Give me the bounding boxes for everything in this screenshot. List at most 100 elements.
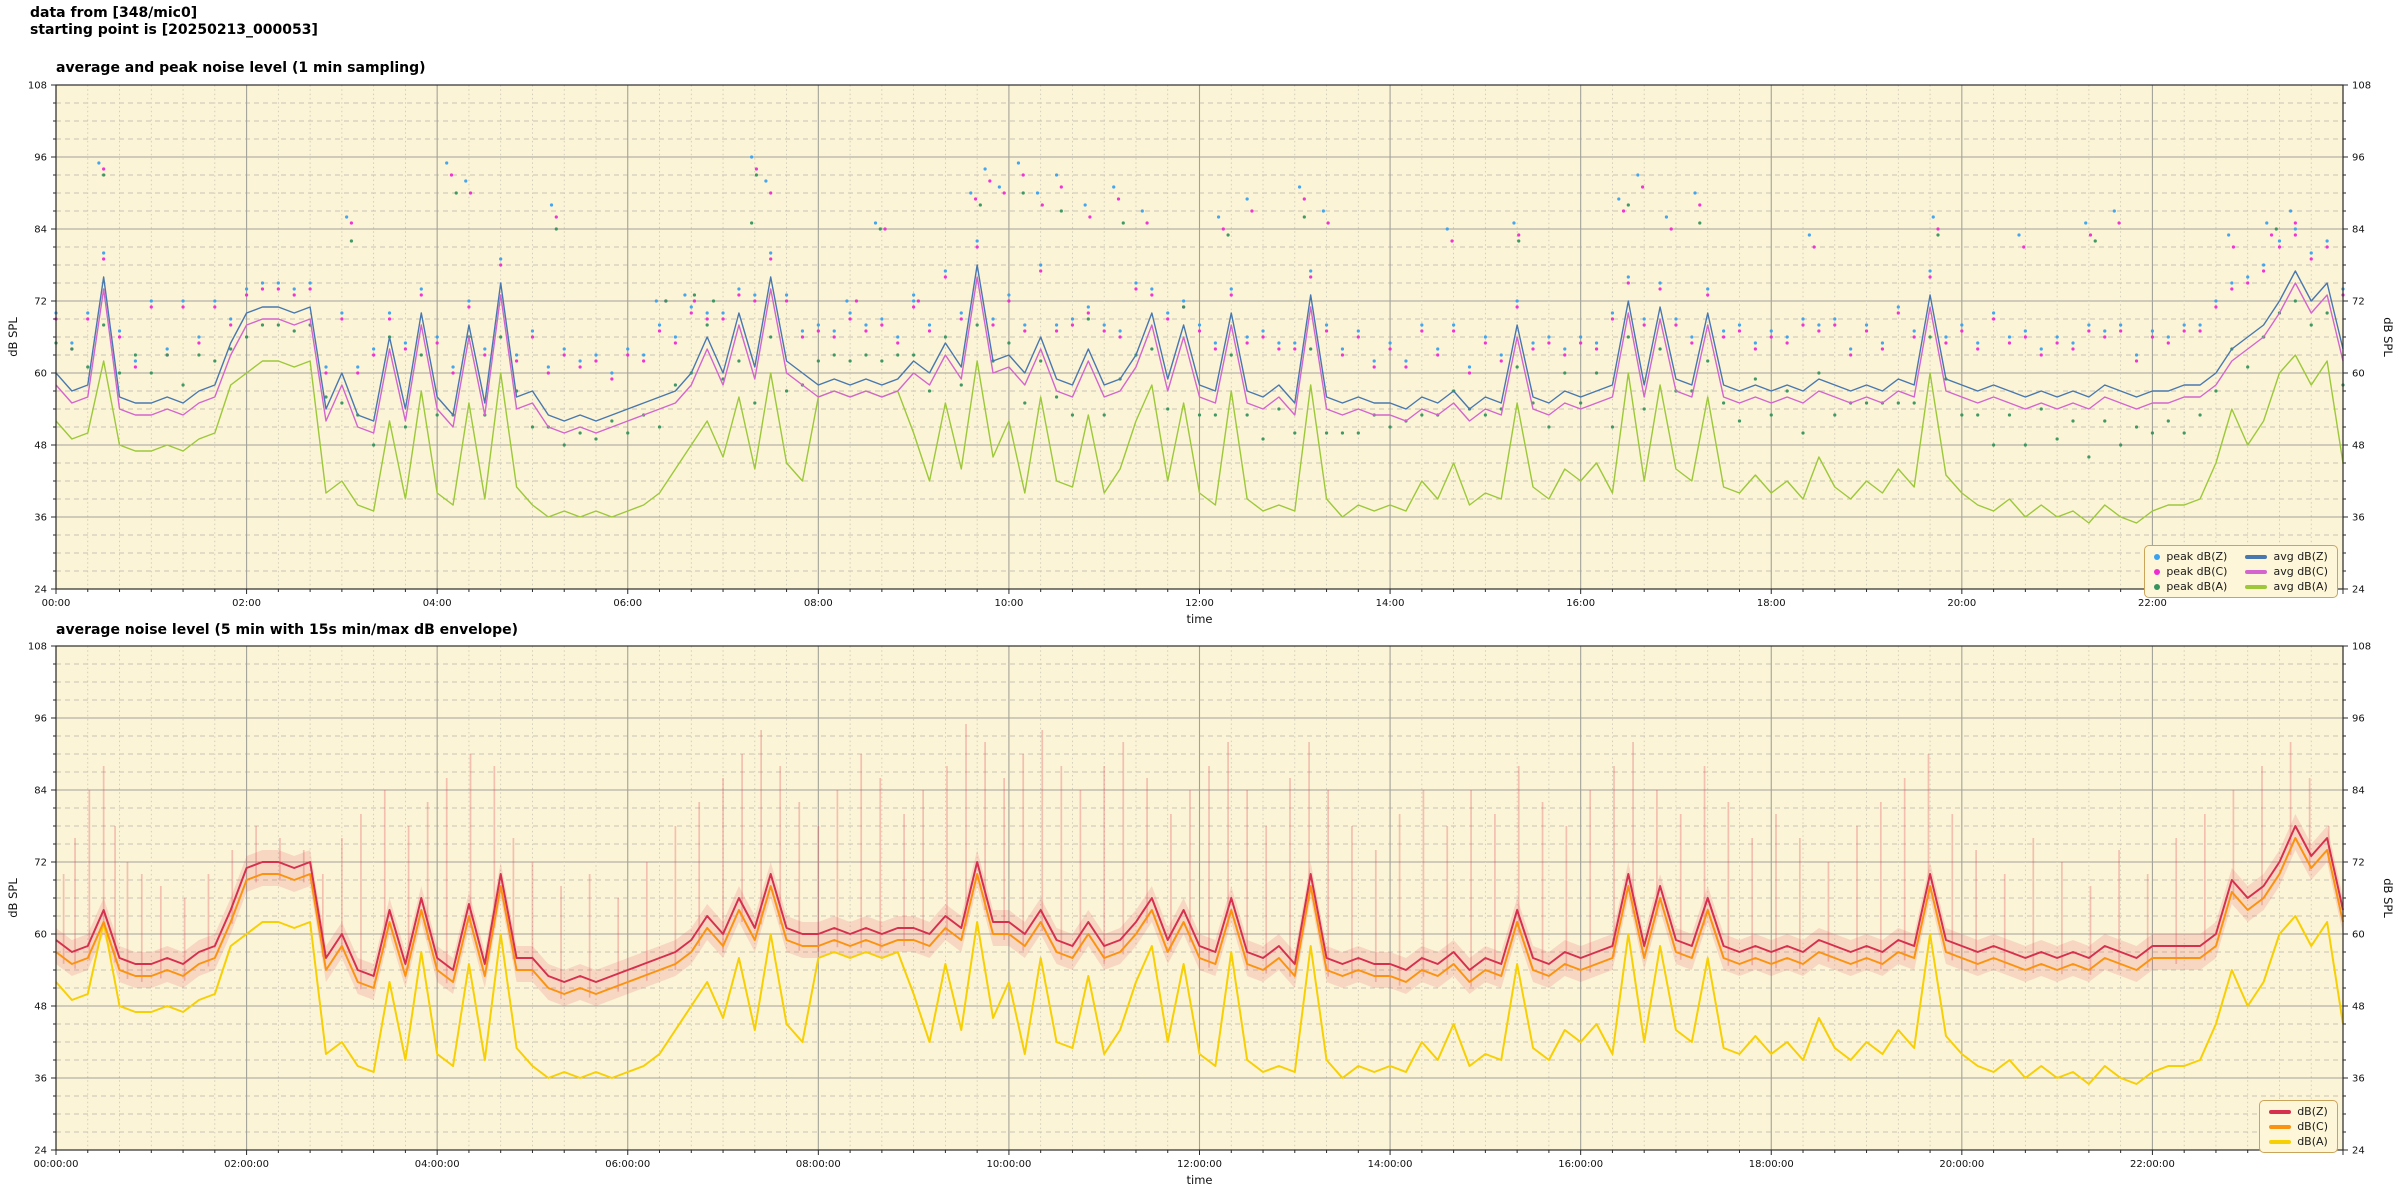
y-axis-label: dB SPL (6, 317, 20, 357)
scatter-point (880, 317, 884, 321)
legend-entry: dB(C) (2269, 1120, 2328, 1133)
scatter-point (1976, 341, 1980, 345)
scatter-point (594, 359, 598, 363)
scatter-point (1040, 203, 1044, 207)
scatter-point (1547, 335, 1551, 339)
scatter-point (642, 359, 646, 363)
scatter-point (1226, 233, 1230, 237)
scatter-point (1594, 371, 1599, 375)
scatter-point (2055, 341, 2059, 345)
scatter-point (1324, 431, 1329, 435)
scatter-point (1002, 191, 1006, 195)
scatter-point (467, 299, 471, 303)
scatter-point (2227, 233, 2231, 237)
scatter-point (181, 383, 185, 387)
scatter-point (1785, 389, 1789, 393)
scatter-point (345, 215, 349, 219)
scatter-point (403, 341, 408, 345)
y-tick-label: 96 (34, 153, 47, 164)
scatter-point (86, 365, 90, 369)
scatter-point (1753, 341, 1757, 345)
scatter-point (1388, 347, 1392, 351)
scatter-point (1112, 185, 1116, 189)
legend-column: dB(Z) dB(C) dB(A) (2269, 1105, 2328, 1148)
scatter-point (2039, 407, 2043, 411)
y-axis-label: dB SPL (6, 878, 20, 918)
y-tick-label: 108 (28, 81, 47, 92)
x-tick-label: 00:00 (42, 598, 71, 609)
scatter-point (260, 287, 265, 291)
y-axis-label-right: dB SPL (2381, 317, 2395, 357)
scatter-point (324, 371, 328, 375)
scatter-point (1833, 317, 1837, 321)
scatter-point (2166, 335, 2170, 339)
scatter-point (1515, 299, 1519, 303)
scatter-point (1690, 335, 1694, 339)
scatter-point (1054, 329, 1059, 333)
scatter-point (1324, 329, 1329, 333)
scatter-point (546, 371, 550, 375)
scatter-point (2293, 227, 2297, 231)
scatter-point (554, 227, 558, 231)
y-tick-label: 24 (2352, 585, 2365, 596)
scatter-point (1404, 365, 1408, 369)
scatter-point (260, 281, 265, 285)
x-axis-label: time (1187, 612, 1213, 626)
scatter-point (546, 365, 550, 369)
scatter-point (117, 335, 122, 339)
scatter-point (912, 299, 916, 303)
scatter-point (1547, 341, 1551, 345)
scatter-point (983, 167, 987, 171)
x-tick-label: 12:00 (1185, 598, 1214, 609)
scatter-point (1445, 227, 1449, 231)
legend-label: peak dB(C) (2166, 565, 2228, 578)
scatter-point (1023, 401, 1027, 405)
scatter-point (978, 203, 982, 207)
scatter-point (1007, 299, 1011, 303)
scatter-point (244, 287, 249, 291)
scatter-point (2084, 221, 2088, 225)
scatter-point (276, 287, 280, 291)
scatter-point (1277, 341, 1281, 345)
scatter-point (2261, 263, 2266, 267)
y-tick-label: 96 (34, 714, 47, 725)
scatter-point (1636, 173, 1640, 177)
scatter-point (1229, 287, 1233, 291)
scatter-point (86, 317, 90, 321)
scatter-point (1610, 317, 1615, 321)
scatter-point (1769, 329, 1773, 333)
scatter-point (912, 353, 916, 357)
scatter-point (2293, 299, 2297, 303)
scatter-point (896, 335, 900, 339)
scatter-point (1054, 173, 1059, 177)
scatter-point (1035, 191, 1040, 195)
scatter-point (2023, 443, 2027, 447)
scatter-point (673, 335, 677, 339)
scatter-point (1960, 323, 1964, 327)
scatter-point (2039, 353, 2043, 357)
y-tick-label: 36 (34, 513, 47, 524)
scatter-point (2087, 329, 2091, 333)
scatter-point (467, 305, 471, 309)
scatter-point (1896, 305, 1900, 309)
scatter-point (165, 347, 169, 351)
scatter-point (1021, 191, 1025, 195)
scatter-point (1698, 221, 1702, 225)
scatter-point (1213, 347, 1217, 351)
scatter-point (916, 299, 920, 303)
scatter-point (1102, 323, 1106, 327)
scatter-point (1145, 221, 1149, 225)
scatter-point (1293, 431, 1297, 435)
scatter-point (689, 311, 693, 315)
y-tick-label: 84 (34, 786, 47, 797)
scatter-point (1801, 323, 1805, 327)
scatter-point (483, 347, 487, 351)
scatter-point (594, 437, 598, 441)
y-tick-label: 48 (2352, 441, 2365, 452)
scatter-point (1340, 431, 1345, 435)
scatter-point (1722, 329, 1726, 333)
scatter-point (1690, 341, 1694, 345)
scatter-point (1420, 413, 1424, 417)
scatter-point (1221, 227, 1225, 231)
scatter-point (1807, 233, 1811, 237)
